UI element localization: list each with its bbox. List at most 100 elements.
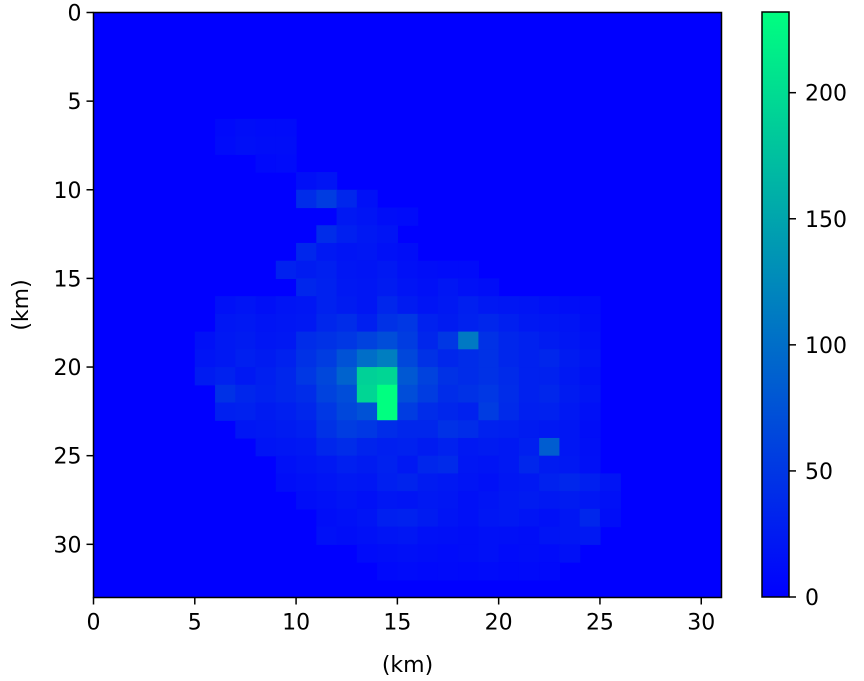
heatmap-cell (215, 331, 236, 350)
heatmap-cell (215, 402, 236, 421)
heatmap-cell (518, 508, 540, 528)
heatmap-cell (336, 491, 358, 510)
heatmap-cell (478, 296, 500, 315)
heatmap-cell (559, 402, 581, 421)
heatmap-cell (316, 260, 338, 280)
heatmap-cell (275, 420, 297, 439)
heatmap-cell (336, 526, 358, 545)
heatmap-cell (498, 562, 520, 581)
heatmap-cell (579, 420, 601, 439)
colorbar (761, 11, 790, 598)
heatmap-cell (377, 526, 398, 545)
heatmap-cell (417, 349, 439, 368)
heatmap-cell (316, 331, 338, 350)
y-tick-label: 5 (68, 90, 82, 115)
heatmap-cell (397, 420, 419, 439)
heatmap-cell (296, 242, 317, 262)
heatmap-cell (559, 526, 581, 545)
heatmap-cell (356, 207, 378, 226)
heatmap-cell (336, 455, 358, 475)
heatmap-cell (579, 313, 601, 333)
heatmap-cell (356, 473, 378, 492)
heatmap-cell (397, 349, 419, 368)
heatmap-cell (518, 473, 540, 492)
x-tick-label: 30 (687, 611, 715, 636)
heatmap-cell (316, 296, 338, 315)
heatmap-cell (539, 562, 561, 581)
heatmap-cell (235, 367, 257, 386)
heatmap-cell (539, 384, 561, 404)
heatmap-cell (235, 136, 257, 155)
heatmap-cell (539, 437, 561, 457)
heatmap-cell (579, 526, 601, 545)
heatmap-cell (518, 562, 540, 581)
heatmap-cell (437, 420, 459, 439)
heatmap-cell (316, 384, 338, 404)
heatmap-cell (518, 384, 540, 404)
heatmap-cell (397, 526, 419, 545)
heatmap-cell (478, 473, 500, 492)
heatmap-cell (498, 526, 520, 545)
heatmap-cell (275, 118, 297, 138)
heatmap-cell (458, 402, 480, 421)
heatmap-cell (194, 367, 216, 386)
heatmap-cell (255, 402, 277, 421)
heatmap-cell (336, 349, 358, 368)
heatmap-cell (518, 491, 540, 510)
heatmap-cell (539, 313, 561, 333)
heatmap-cell (417, 260, 439, 280)
heatmap-cell (255, 296, 277, 315)
heatmap-cell (377, 473, 398, 492)
heatmap-cell (316, 189, 338, 209)
heatmap-cell (498, 544, 520, 563)
heatmap-cell (498, 491, 520, 510)
heatmap-cell (215, 296, 236, 315)
heatmap-cell (336, 296, 358, 315)
heatmap-cell (377, 384, 398, 404)
heatmap-cell (458, 331, 480, 350)
heatmap-cell (316, 491, 338, 510)
heatmap-cell (579, 402, 601, 421)
heatmap-cell (296, 331, 317, 350)
x-axis-ticks: 0 5 10 15 20 25 30 (87, 597, 715, 636)
heatmap-cell (397, 207, 419, 226)
heatmap-cell (397, 437, 419, 457)
heatmap-cell (437, 562, 459, 581)
heatmap-cell (458, 526, 480, 545)
heatmap-cell (478, 313, 500, 333)
heatmap-cell (397, 242, 419, 262)
heatmap-cell (478, 562, 500, 581)
heatmap-cell (275, 437, 297, 457)
heatmap-cell (215, 313, 236, 333)
heatmap-cell (377, 508, 398, 528)
heatmap-cell (316, 420, 338, 439)
heatmap-cell (397, 260, 419, 280)
heatmap-cell (458, 384, 480, 404)
heatmap-cell (437, 349, 459, 368)
heatmap-cell (377, 367, 398, 386)
heatmap-cell (397, 296, 419, 315)
heatmap-cell (194, 331, 216, 350)
heatmap-cell (579, 296, 601, 315)
heatmap-cell (437, 491, 459, 510)
heatmap-cell (498, 473, 520, 492)
colorbar-tick-label: 50 (805, 460, 833, 485)
heatmap-cell (599, 473, 621, 492)
heatmap-cell (275, 402, 297, 421)
heatmap-cell (417, 491, 439, 510)
heatmap-cell (518, 349, 540, 368)
heatmap-cell (599, 508, 621, 528)
heatmap-cell (377, 349, 398, 368)
heatmap-cell (498, 437, 520, 457)
heatmap-cell (296, 402, 317, 421)
heatmap-cell (518, 437, 540, 457)
y-tick-label: 25 (54, 445, 82, 470)
heatmap-cell (539, 331, 561, 350)
heatmap-cell (316, 455, 338, 475)
heatmap-cell (215, 384, 236, 404)
heatmap-cell (559, 349, 581, 368)
heatmap-cell (458, 562, 480, 581)
y-axis-ticks: 0 5 10 15 20 25 30 (54, 2, 94, 558)
heatmap-cell (437, 473, 459, 492)
heatmap-cell (336, 384, 358, 404)
